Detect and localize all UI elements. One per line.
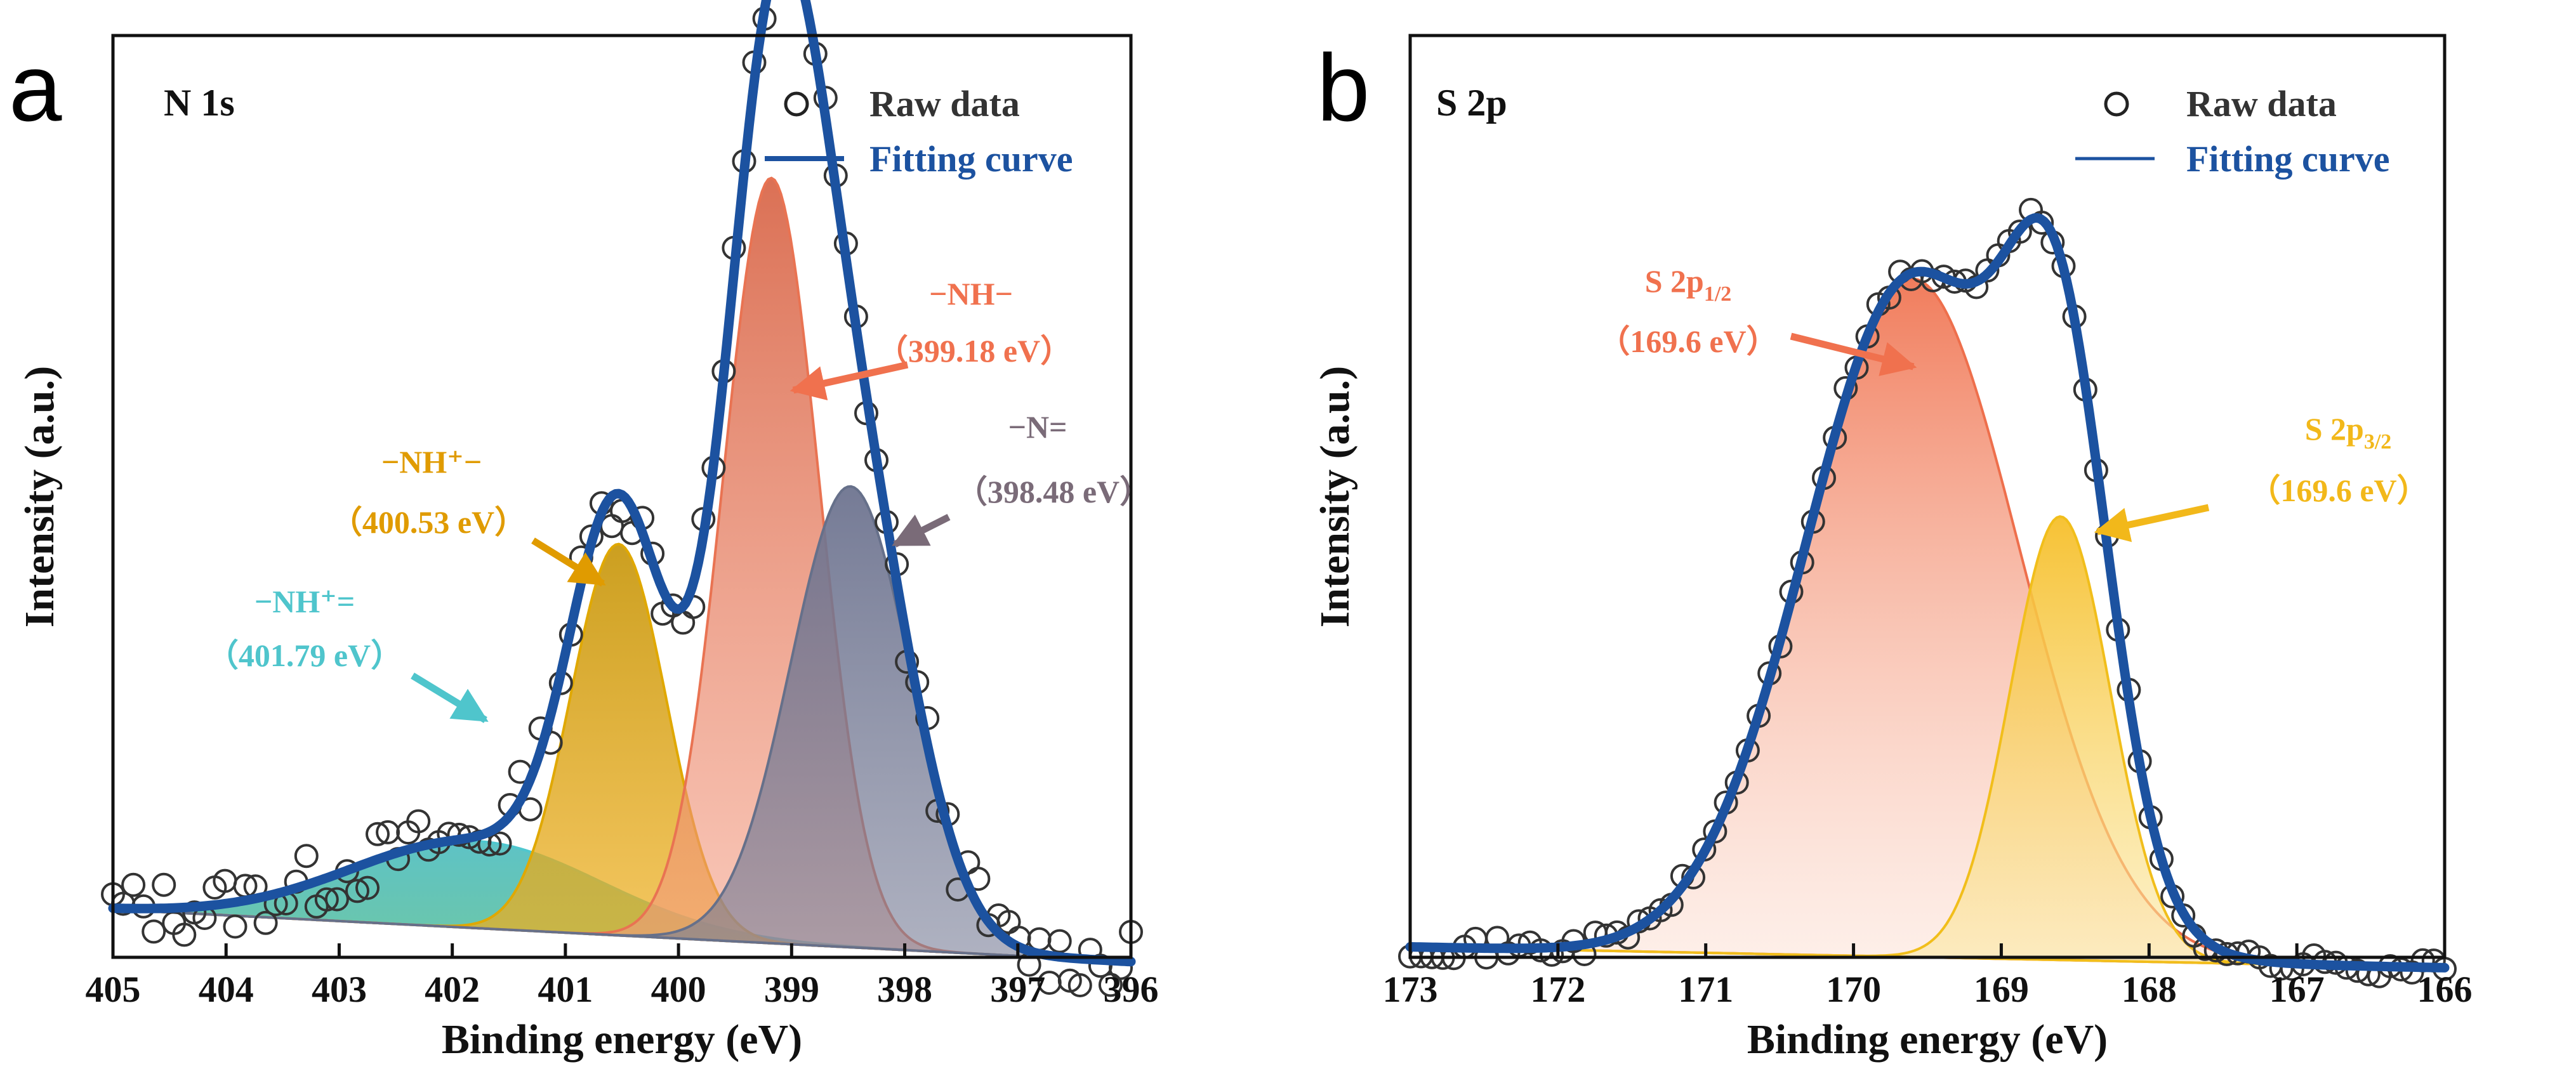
- panel-a-x-tick-label: 399: [764, 969, 819, 1010]
- annotation-nh-plus-double-value: （401.79 eV）: [207, 638, 402, 673]
- panel-a-legend-raw-marker: [784, 91, 809, 117]
- annotation-nh-value: （399.18 eV）: [876, 333, 1072, 369]
- panel-a-x-tick-label: 403: [312, 969, 367, 1010]
- panel-b-raw-point: [1648, 898, 1673, 922]
- panel-a-raw-point: [366, 822, 390, 846]
- panel-b-peak-0: [1409, 277, 2445, 969]
- panel-a-legend: Raw data Fitting curve: [765, 83, 1073, 180]
- annotation-nh-plus-single-arrow: [531, 537, 606, 587]
- panel-a-title: N 1s: [164, 82, 235, 124]
- panel-a-x-ticks: 405 404 403 402 401 400 399 398 397 396: [86, 943, 1159, 1010]
- panel-a-x-tick-label: 400: [651, 969, 706, 1010]
- annotation-nh-plus-single-value: （400.53 eV）: [331, 504, 526, 540]
- annotation-nh-plus-double-arrow: [411, 672, 489, 723]
- panel-a-x-tick-label: 401: [538, 969, 593, 1010]
- annotation-nh-arrow: [789, 361, 909, 401]
- panel-a-x-tick-label: 396: [1104, 969, 1159, 1010]
- panel-a-raw-point: [324, 887, 349, 912]
- panel-a-raw-point: [223, 914, 248, 939]
- annotation-s2p-three-half-value: （169.6 eV）: [2249, 473, 2428, 508]
- panel-b-x-axis-title: Binding energy (eV): [1747, 1016, 2108, 1063]
- panel-a-raw-point: [294, 844, 319, 868]
- annotation-nh: −NH− （399.18 eV）: [789, 276, 1072, 401]
- panel-a-raw-point: [142, 919, 166, 944]
- panel-b-x-tick-label: 167: [2269, 969, 2325, 1010]
- annotation-s2p-three-half-arrow: [2094, 504, 2210, 542]
- annotation-nh-plus-single: −NH⁺− （400.53 eV）: [331, 444, 606, 587]
- panel-a-x-tick-label: 397: [990, 969, 1045, 1010]
- panel-a-x-tick-label: 405: [86, 969, 141, 1010]
- annotation-s2p-three-half-label: S 2p3/2: [2305, 411, 2392, 454]
- panel-a-raw-point: [152, 872, 176, 897]
- panel-b-frame: [1408, 34, 2447, 959]
- annotation-s2p-half-label-main: S 2p: [1645, 263, 1704, 299]
- panel-a-raw-point: [671, 610, 696, 635]
- panel-a-y-axis-title: Intensity (a.u.): [17, 366, 63, 628]
- panel-b-x-tick-label: 171: [1678, 969, 1733, 1010]
- annotation-nh-plus-double-label: −NH⁺=: [254, 584, 355, 619]
- panel-b-legend-raw-marker: [2104, 91, 2129, 117]
- panel-b-x-tick-label: 168: [2122, 969, 2177, 1010]
- panel-a-legend-raw-label: Raw data: [869, 83, 1020, 124]
- panel-letter-b: b: [1317, 34, 1370, 141]
- panel-b-legend-raw-label: Raw data: [2186, 83, 2337, 124]
- panel-a-legend-fit-label: Fitting curve: [869, 138, 1073, 180]
- annotation-nh-plus-single-label: −NH⁺−: [381, 444, 482, 480]
- panel-a-raw-point: [253, 910, 278, 935]
- panel-a-raw-point: [487, 831, 512, 856]
- panel-b-raw-point: [2007, 220, 2032, 244]
- annotation-s2p-three-half-label-sub: 3/2: [2364, 430, 2391, 454]
- panel-b-peaks: [1409, 277, 2445, 969]
- panel-b-fitting-curve: [1405, 213, 2450, 973]
- annotation-s2p-three-half-label-main: S 2p: [2305, 411, 2364, 447]
- annotation-n-label: −N=: [1008, 409, 1067, 445]
- annotation-n-arrow: [892, 514, 951, 547]
- panel-b-legend-fit-label: Fitting curve: [2186, 138, 2390, 180]
- panel-a-raw-point: [406, 809, 431, 834]
- panel-letter-a: a: [9, 34, 62, 141]
- panel-a-x-tick-label: 398: [877, 969, 932, 1010]
- panel-a-raw-point: [1067, 973, 1092, 997]
- panel-a-frame: [111, 34, 1133, 959]
- panel-a-x-axis-title: Binding energy (eV): [442, 1016, 802, 1063]
- panel-b-x-tick-label: 170: [1826, 969, 1881, 1010]
- annotation-nh-label: −NH−: [929, 276, 1013, 311]
- annotation-nh-plus-double: −NH⁺= （401.79 eV）: [207, 584, 489, 723]
- annotation-n: −N= （398.48 eV）: [892, 409, 1151, 547]
- annotation-s2p-half-arrow: [1790, 332, 1917, 376]
- panel-a-raw-point: [1047, 929, 1072, 954]
- annotation-s2p-half-value: （169.6 eV）: [1598, 324, 1778, 359]
- annotation-s2p-three-half: S 2p3/2 （169.6 eV）: [2094, 411, 2429, 542]
- panel-b-x-tick-label: 166: [2417, 969, 2473, 1010]
- panel-a-raw-point: [314, 887, 339, 912]
- annotation-s2p-half-label-sub: 1/2: [1704, 282, 1731, 306]
- panel-a-raw-point: [172, 922, 197, 947]
- panel-a-fitting-curve: [108, 0, 1136, 967]
- panel-a-raw-point: [355, 875, 380, 900]
- panel-b-legend: Raw data Fitting curve: [2075, 83, 2390, 180]
- panel-b-x-tick-label: 173: [1383, 969, 1438, 1010]
- panel-a: a N 1s 405 404 403 402 401 400 399 398 397 396 Bi…: [9, 0, 1159, 1063]
- panel-b-y-axis-title: Intensity (a.u.): [1312, 366, 1358, 628]
- panel-b: b S 2p 173 172 171 170 169 168 167 166 Binding …: [1312, 34, 2473, 1063]
- panel-a-x-tick-label: 402: [425, 969, 480, 1010]
- panel-b-x-ticks: 173 172 171 170 169 168 167 166: [1383, 943, 2473, 1010]
- panel-a-raw-point: [121, 872, 146, 897]
- panel-b-x-tick-label: 172: [1530, 969, 1585, 1010]
- annotation-s2p-half-label: S 2p1/2: [1645, 263, 1732, 306]
- panel-b-x-tick-label: 169: [1974, 969, 2029, 1010]
- annotation-n-value: （398.48 eV）: [956, 474, 1151, 509]
- annotation-s2p-half: S 2p1/2 （169.6 eV）: [1598, 263, 1917, 376]
- panel-a-raw-point: [345, 879, 369, 903]
- panel-a-x-tick-label: 404: [199, 969, 254, 1010]
- panel-b-title: S 2p: [1436, 82, 1507, 124]
